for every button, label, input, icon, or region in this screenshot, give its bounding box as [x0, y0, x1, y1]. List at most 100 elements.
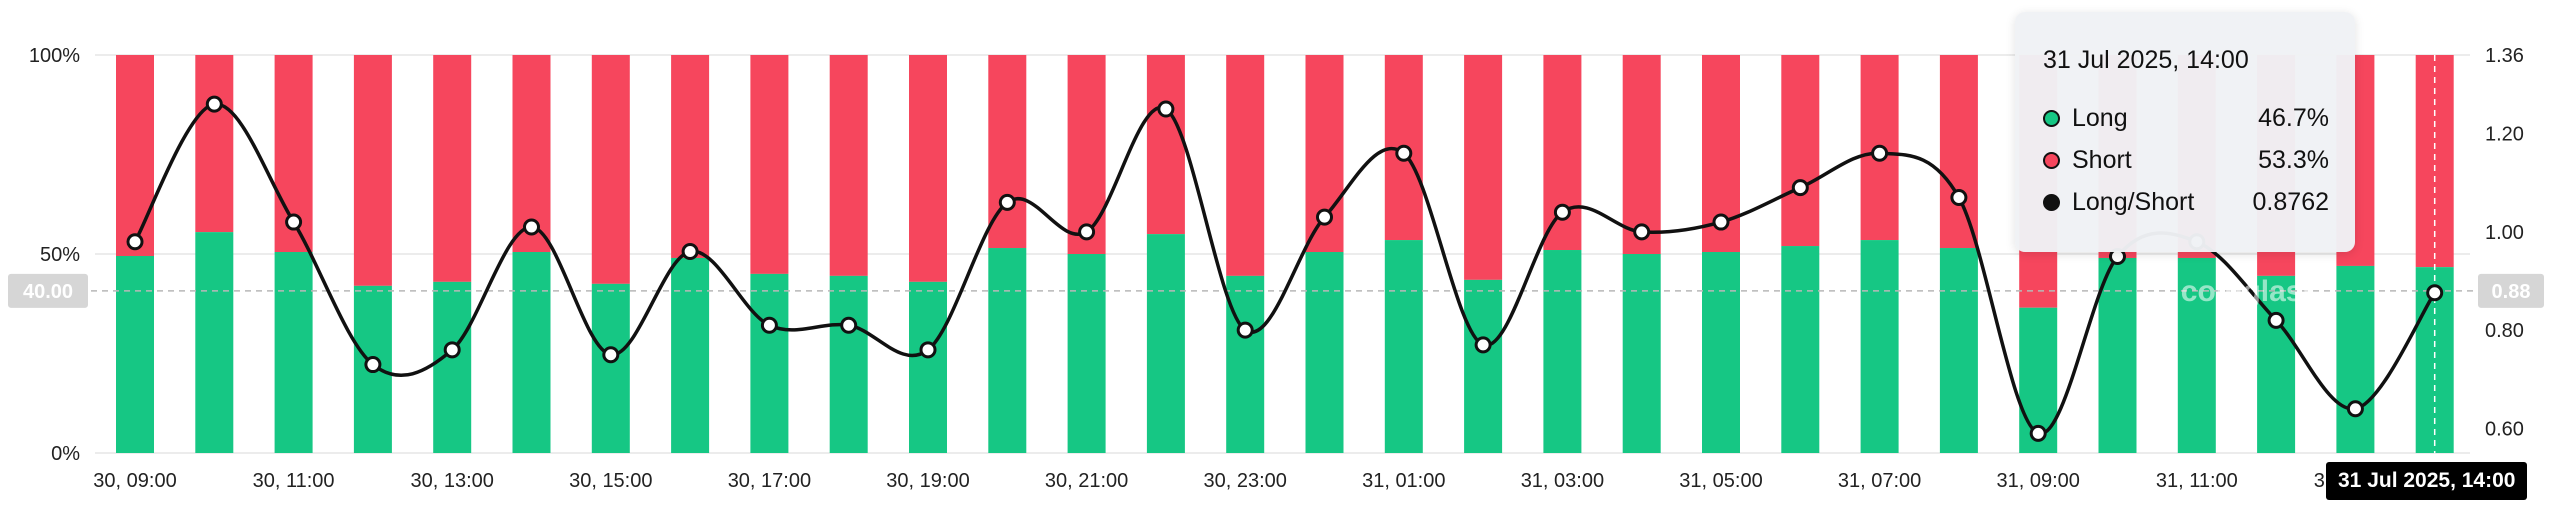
short-bar — [1781, 55, 1820, 247]
tooltip-value: 53.3% — [2258, 145, 2329, 174]
long-bar — [512, 252, 551, 453]
x-axis-tick-label: 30, 19:00 — [886, 470, 969, 492]
tooltip-value: 46.7% — [2258, 103, 2329, 132]
watermark-text: coinglass — [2181, 275, 2319, 308]
ratio-point — [1950, 188, 1968, 206]
ratio-dot-icon — [2043, 193, 2060, 211]
ratio-point — [2346, 400, 2364, 418]
long-bar — [909, 281, 947, 453]
long-bar — [1305, 252, 1344, 453]
short-bar — [1622, 55, 1661, 254]
tooltip-row-long: Long 46.7% — [2043, 97, 2329, 139]
right-axis-tick-label: 1.36 — [2485, 45, 2524, 67]
short-bar — [1146, 55, 1185, 235]
ratio-point — [2029, 424, 2047, 442]
tooltip-row-short: Short 53.3% — [2043, 139, 2329, 181]
long-bar — [1226, 275, 1265, 453]
long-bar — [1939, 248, 1978, 453]
right-crosshair-badge — [2478, 273, 2544, 308]
left-axis-tick-label: 0% — [51, 443, 80, 465]
long-bar — [116, 255, 154, 453]
ratio-point — [2267, 311, 2285, 329]
crosshair-x-readout: 31 Jul 2025, 14:00 — [2326, 462, 2528, 500]
left-axis-tick-label: 50% — [40, 244, 80, 266]
ratio-point — [1712, 213, 1730, 231]
long-bar — [1464, 279, 1503, 453]
tooltip-value: 0.8762 — [2252, 187, 2329, 216]
left-crosshair-label: 40.00 — [23, 281, 73, 303]
x-axis-tick-label: 30, 11:00 — [253, 470, 335, 492]
long-bar — [433, 281, 472, 453]
ratio-point — [840, 316, 858, 334]
ratio-point — [998, 193, 1016, 211]
long-bar — [1067, 254, 1106, 453]
long-bar — [671, 257, 710, 453]
long-bar — [1781, 246, 1820, 453]
x-axis-tick-label: 31, 03:00 — [1521, 470, 1604, 492]
right-axis-tick-label: 1.00 — [2485, 222, 2524, 244]
ratio-point — [919, 341, 937, 359]
ratio-point — [1236, 321, 1254, 339]
x-axis-tick-label: 31, 09:00 — [1996, 470, 2079, 492]
x-axis-tick-label: 30, 09:00 — [93, 470, 176, 492]
long-bar — [1622, 254, 1661, 453]
ratio-point — [1395, 144, 1413, 162]
long-bar — [988, 248, 1027, 453]
ratio-point — [523, 218, 540, 236]
short-bar — [433, 55, 472, 282]
ratio-point — [1316, 208, 1333, 226]
short-bar — [195, 55, 234, 233]
ratio-line — [126, 95, 2444, 442]
short-bar — [1464, 55, 1503, 280]
ratio-point — [1871, 144, 1889, 162]
long-bar — [2336, 265, 2375, 453]
tooltip-label: Long/Short — [2072, 187, 2195, 216]
ratio-point — [1633, 223, 1651, 241]
short-bar — [671, 55, 710, 258]
x-axis-tick-label: 30, 23:00 — [1203, 470, 1286, 492]
short-bar — [1067, 55, 1106, 254]
right-axis-tick-label: 0.80 — [2485, 320, 2524, 342]
short-bar — [1226, 55, 1265, 276]
ratio-point — [681, 243, 699, 261]
long-bar — [2098, 257, 2137, 453]
ratio-point — [364, 356, 382, 374]
tooltip-title: 31 Jul 2025, 14:00 — [2043, 46, 2249, 74]
ratio-point — [1078, 223, 1096, 241]
right-crosshair-label: 0.88 — [2492, 281, 2531, 303]
left-crosshair-badge — [8, 273, 88, 308]
axis-labels: 0% 50% 100% 40.00 0.60 0.80 1.00 1.20 1.36 0.88 30… — [8, 45, 2544, 492]
short-bar — [591, 55, 630, 284]
long-bar — [1702, 252, 1740, 453]
ratio-point — [2426, 284, 2444, 302]
x-axis-tick-label: 31, 07:00 — [1838, 470, 1921, 492]
ratio-point — [285, 213, 303, 231]
long-dot-icon — [2043, 109, 2060, 127]
short-bar — [1543, 55, 1582, 251]
crosshair — [80, 55, 2480, 453]
long-bar — [274, 252, 313, 453]
long-bar — [591, 283, 630, 453]
short-dot-icon — [2043, 151, 2060, 169]
ratio-point — [443, 341, 461, 359]
ratio-point — [1553, 203, 1571, 221]
long-bar — [750, 273, 789, 453]
tooltip-row-ratio: Long/Short 0.8762 — [2043, 181, 2329, 223]
short-bar — [829, 55, 868, 276]
short-bar — [1939, 55, 1978, 249]
tooltip: 31 Jul 2025, 14:00 Long 46.7% Short 53.3… — [2015, 12, 2355, 252]
x-axis-tick-label: 30, 17:00 — [728, 470, 811, 492]
right-axis-tick-label: 0.60 — [2485, 418, 2524, 440]
short-bar — [353, 55, 392, 286]
x-axis-tick-label: 30, 21:00 — [1045, 470, 1128, 492]
short-bar — [750, 55, 789, 274]
long-bar — [1543, 250, 1582, 453]
ratio-point — [205, 95, 223, 113]
short-bar — [116, 55, 154, 256]
x-axis-tick-label: 31, 05:00 — [1679, 470, 1762, 492]
ratio-point — [1791, 179, 1809, 197]
x-axis-tick-label: 30, 15:00 — [569, 470, 652, 492]
long-bar — [1146, 234, 1185, 453]
x-axis-tick-label: 30, 13:00 — [410, 470, 493, 492]
ratio-point — [126, 233, 144, 251]
